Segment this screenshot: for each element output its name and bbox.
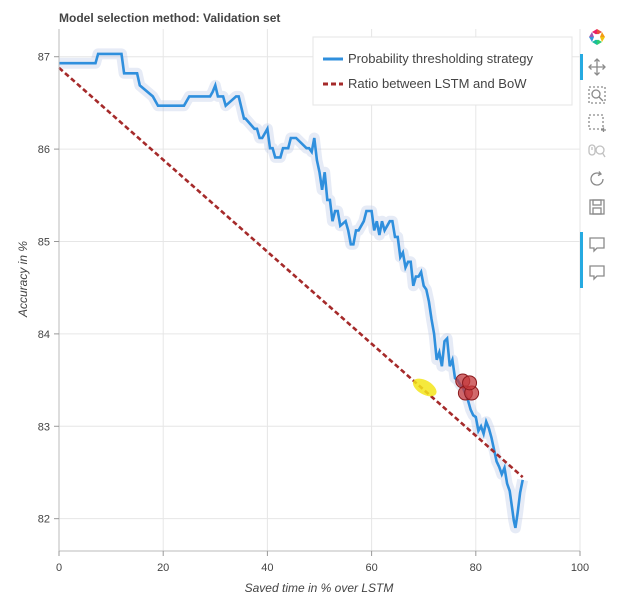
toolbar-active-indicator xyxy=(580,232,583,288)
y-axis-label: Accuracy in % xyxy=(16,241,30,318)
legend-label-probability: Probability thresholding strategy xyxy=(348,51,533,66)
save-icon[interactable] xyxy=(584,194,610,220)
pan-icon[interactable] xyxy=(584,54,610,80)
plot-background xyxy=(59,29,580,551)
y-tick-label: 82 xyxy=(38,514,50,526)
x-axis-ticks: 0 20 40 60 80 100 xyxy=(56,551,589,574)
x-tick-label: 0 xyxy=(56,562,62,574)
box-zoom-icon[interactable] xyxy=(584,82,610,108)
toolbar xyxy=(580,24,614,294)
series-layer xyxy=(58,48,529,534)
grid xyxy=(58,29,581,551)
y-tick-label: 86 xyxy=(38,144,50,156)
x-tick-label: 40 xyxy=(261,562,273,574)
box-select-icon[interactable] xyxy=(584,110,610,136)
markers-layer xyxy=(412,373,480,401)
x-tick-label: 80 xyxy=(470,562,482,574)
y-axis-ticks: 82 83 84 85 86 87 xyxy=(38,52,59,526)
toolbar-active-indicator xyxy=(580,54,583,80)
legend-box xyxy=(312,36,573,106)
y-tick-label: 83 xyxy=(38,421,50,433)
x-tick-label: 60 xyxy=(365,562,377,574)
y-tick-label: 84 xyxy=(38,329,50,341)
y-tick-label: 85 xyxy=(38,236,50,248)
plot-area[interactable] xyxy=(59,29,580,551)
wheel-zoom-icon[interactable] xyxy=(584,138,610,164)
chart-title: Model selection method: Validation set xyxy=(59,11,280,25)
legend-label-ratio: Ratio between LSTM and BoW xyxy=(348,76,527,91)
x-axis-label: Saved time in % over LSTM xyxy=(245,581,394,595)
legend: Probability thresholding strategy Ratio … xyxy=(312,36,573,106)
series-line-ratio xyxy=(58,66,524,479)
x-tick-label: 100 xyxy=(571,562,589,574)
bokeh-logo-icon[interactable] xyxy=(584,24,610,50)
axes xyxy=(58,29,580,552)
hover-icon[interactable] xyxy=(584,260,610,286)
reset-icon[interactable] xyxy=(584,166,610,192)
highlight-marker xyxy=(412,378,437,397)
hover-icon[interactable] xyxy=(584,232,610,258)
data-point-marker xyxy=(462,375,478,391)
x-tick-label: 20 xyxy=(157,562,169,574)
series-line-probability xyxy=(59,52,524,529)
y-tick-label: 87 xyxy=(38,52,50,64)
